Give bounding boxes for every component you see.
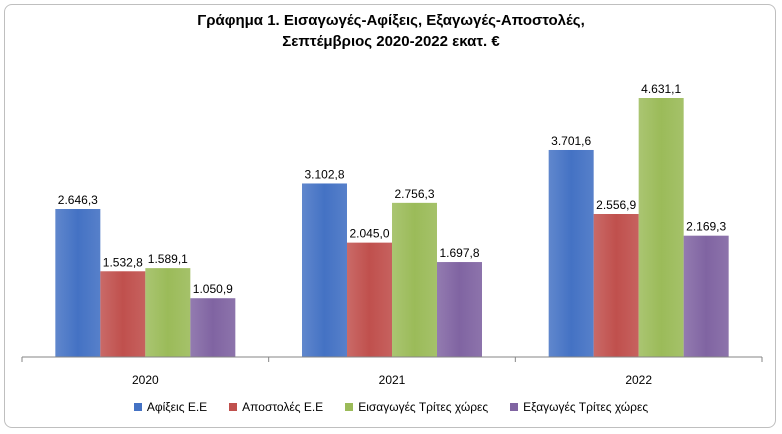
legend-swatch bbox=[133, 403, 142, 411]
legend-item-imports-third: Εισαγωγές Τρίτες χώρες bbox=[345, 400, 488, 414]
legend-swatch bbox=[510, 403, 519, 411]
data-label: 2.556,9 bbox=[596, 198, 636, 212]
data-label: 3.102,8 bbox=[304, 167, 344, 181]
legend-swatch bbox=[345, 403, 354, 411]
legend: Αφίξεις Ε.Ε Αποστολές Ε.Ε Εισαγωγές Τρίτ… bbox=[0, 400, 782, 414]
x-tick-label: 2020 bbox=[132, 373, 159, 387]
bar-2-1 bbox=[392, 202, 437, 357]
legend-label: Αποστολές Ε.Ε bbox=[242, 400, 324, 414]
data-label: 2.045,0 bbox=[349, 227, 389, 241]
bar-0-0 bbox=[55, 209, 101, 357]
data-label: 1.589,1 bbox=[148, 252, 188, 266]
legend-label: Αφίξεις Ε.Ε bbox=[146, 400, 208, 414]
x-tick-label: 2022 bbox=[625, 373, 652, 387]
bar-0-1 bbox=[302, 183, 347, 357]
legend-item-exports-third: Εξαγωγές Τρίτες χώρες bbox=[510, 400, 648, 414]
bar-3-1 bbox=[437, 262, 482, 357]
chart-title-line2: Σεπτέμβριος 2020-2022 εκατ. € bbox=[282, 33, 500, 50]
data-label: 1.697,8 bbox=[439, 246, 479, 260]
chart-title-line1: Γράφημα 1. Εισαγωγές-Αφίξεις, Εξαγωγές-Α… bbox=[197, 12, 585, 29]
bar-2-2 bbox=[638, 98, 684, 357]
legend-item-dispatches-eu: Αποστολές Ε.Ε bbox=[229, 400, 323, 414]
data-label: 2.169,3 bbox=[686, 220, 726, 234]
legend-label: Εξαγωγές Τρίτες χώρες bbox=[523, 400, 649, 414]
data-label: 1.532,8 bbox=[103, 255, 143, 269]
data-label: 1.050,9 bbox=[193, 282, 233, 296]
bar-3-2 bbox=[683, 235, 729, 357]
legend-item-arrivals-eu: Αφίξεις Ε.Ε bbox=[133, 400, 208, 414]
x-tick-label: 2021 bbox=[379, 373, 406, 387]
data-label: 2.756,3 bbox=[394, 187, 434, 201]
legend-swatch bbox=[229, 403, 238, 411]
chart-title: Γράφημα 1. Εισαγωγές-Αφίξεις, Εξαγωγές-Α… bbox=[0, 10, 782, 52]
bar-2-0 bbox=[145, 268, 191, 357]
legend-label: Εισαγωγές Τρίτες χώρες bbox=[358, 400, 489, 414]
data-label: 3.701,6 bbox=[551, 134, 591, 148]
bar-1-0 bbox=[100, 271, 146, 357]
bar-0-2 bbox=[548, 149, 594, 357]
bar-1-1 bbox=[347, 242, 392, 357]
bar-3-0 bbox=[190, 298, 236, 357]
bar-1-2 bbox=[593, 214, 639, 357]
data-label: 2.646,3 bbox=[58, 193, 98, 207]
data-label: 4.631,1 bbox=[641, 82, 681, 96]
